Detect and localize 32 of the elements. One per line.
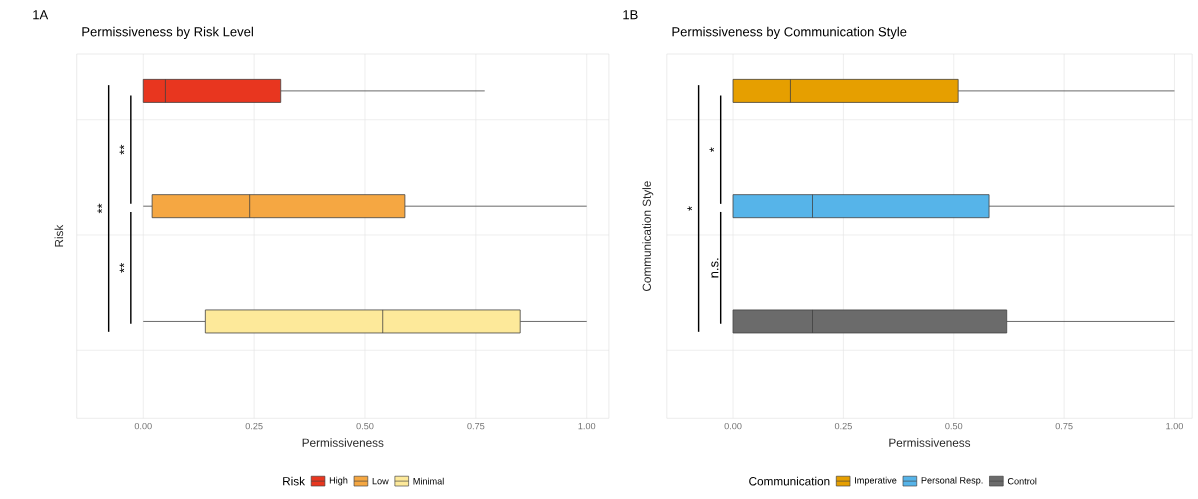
- annotation: **: [119, 263, 125, 273]
- legend-label: Minimal: [413, 477, 444, 485]
- annotation: **: [97, 203, 103, 214]
- x-tick-label: 0.75: [467, 423, 485, 430]
- x-axis-title: Permissiveness: [889, 438, 971, 448]
- x-tick-label: 1.00: [1166, 423, 1183, 430]
- annotation: *: [709, 147, 715, 153]
- x-tick-label: 0.75: [1055, 423, 1073, 430]
- annotation: n.s.: [711, 258, 719, 278]
- x-tick-label: 0.50: [356, 423, 374, 430]
- chart-title: Permissiveness by Communication Style: [672, 26, 907, 40]
- x-tick-label: 0.50: [945, 423, 963, 430]
- legend-label: Low: [372, 478, 389, 485]
- text: 1B: [623, 10, 638, 20]
- annotation: **: [119, 144, 125, 155]
- x-axis-title: Permissiveness: [302, 438, 384, 448]
- x-tick-label: 0.25: [834, 423, 852, 430]
- legend-label: Control: [1007, 477, 1037, 485]
- x-tick-label: 0.00: [724, 423, 742, 430]
- legend-label: Personal Resp.: [921, 476, 983, 486]
- x-tick-label: 0.25: [245, 423, 263, 430]
- y-axis-title: Communication Style: [642, 181, 654, 292]
- x-tick-label: 0.00: [134, 423, 152, 430]
- legend-title: Risk: [283, 476, 306, 486]
- legend-label: High: [329, 476, 348, 486]
- text: 1A: [33, 10, 49, 20]
- legend-label: Imperative: [855, 476, 897, 486]
- y-axis-title: Risk: [54, 224, 64, 247]
- chart-title: Permissiveness by Risk Level: [82, 26, 253, 40]
- x-tick-label: 1.00: [578, 423, 596, 430]
- annotation: *: [687, 206, 692, 211]
- legend-title: Communication: [749, 476, 830, 486]
